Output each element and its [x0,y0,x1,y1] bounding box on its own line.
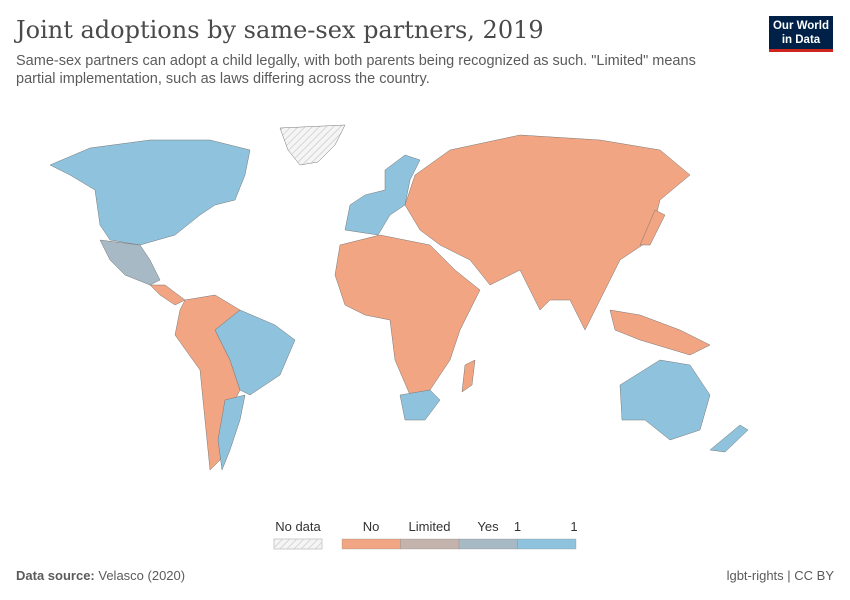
southeast-asia[interactable] [609,309,711,356]
central-america[interactable] [149,284,186,306]
africa[interactable] [334,234,481,396]
legend-end-label: 1 [570,519,577,534]
legend-swatch-1[interactable] [400,538,460,550]
source-link[interactable]: Velasco (2020) [98,568,186,583]
footer-license[interactable]: lgbt-rights | CC BY [726,568,834,583]
legend-swatch-3[interactable] [517,538,577,550]
greenland[interactable] [279,124,346,166]
footer-source: Data source: Velasco (2020) [16,568,185,583]
eastern-europe-asia[interactable] [404,134,691,331]
legend-swatch-0[interactable] [341,538,401,550]
australia[interactable] [619,359,711,441]
world-map[interactable] [0,115,850,505]
legend-no-data-label: No data [275,519,321,534]
chart-title: Joint adoptions by same-sex partners, 20… [16,16,544,44]
legend-swatch-2[interactable] [458,538,518,550]
legend: No data No Limited Yes 1 1 [273,519,578,550]
new-zealand[interactable] [709,424,749,453]
legend-label-1: Limited [409,519,451,534]
japan[interactable] [639,209,666,246]
legend-label-3: 1 [514,519,521,534]
mexico[interactable] [99,239,161,286]
brazil[interactable] [214,309,296,396]
north-america[interactable] [49,139,251,246]
madagascar[interactable] [461,359,476,393]
legend-no-data-swatch[interactable] [273,538,323,550]
source-label: Data source: [16,568,95,583]
owid-logo[interactable]: Our World in Data [769,16,833,52]
argentina-uruguay[interactable] [217,394,246,471]
chart-subtitle: Same-sex partners can adopt a child lega… [16,53,696,87]
south-africa[interactable] [399,389,441,421]
logo-text: Our World in Data [772,20,829,46]
western-europe[interactable] [344,154,421,236]
legend-label-2: Yes [477,519,499,534]
legend-label-0: No [363,519,380,534]
